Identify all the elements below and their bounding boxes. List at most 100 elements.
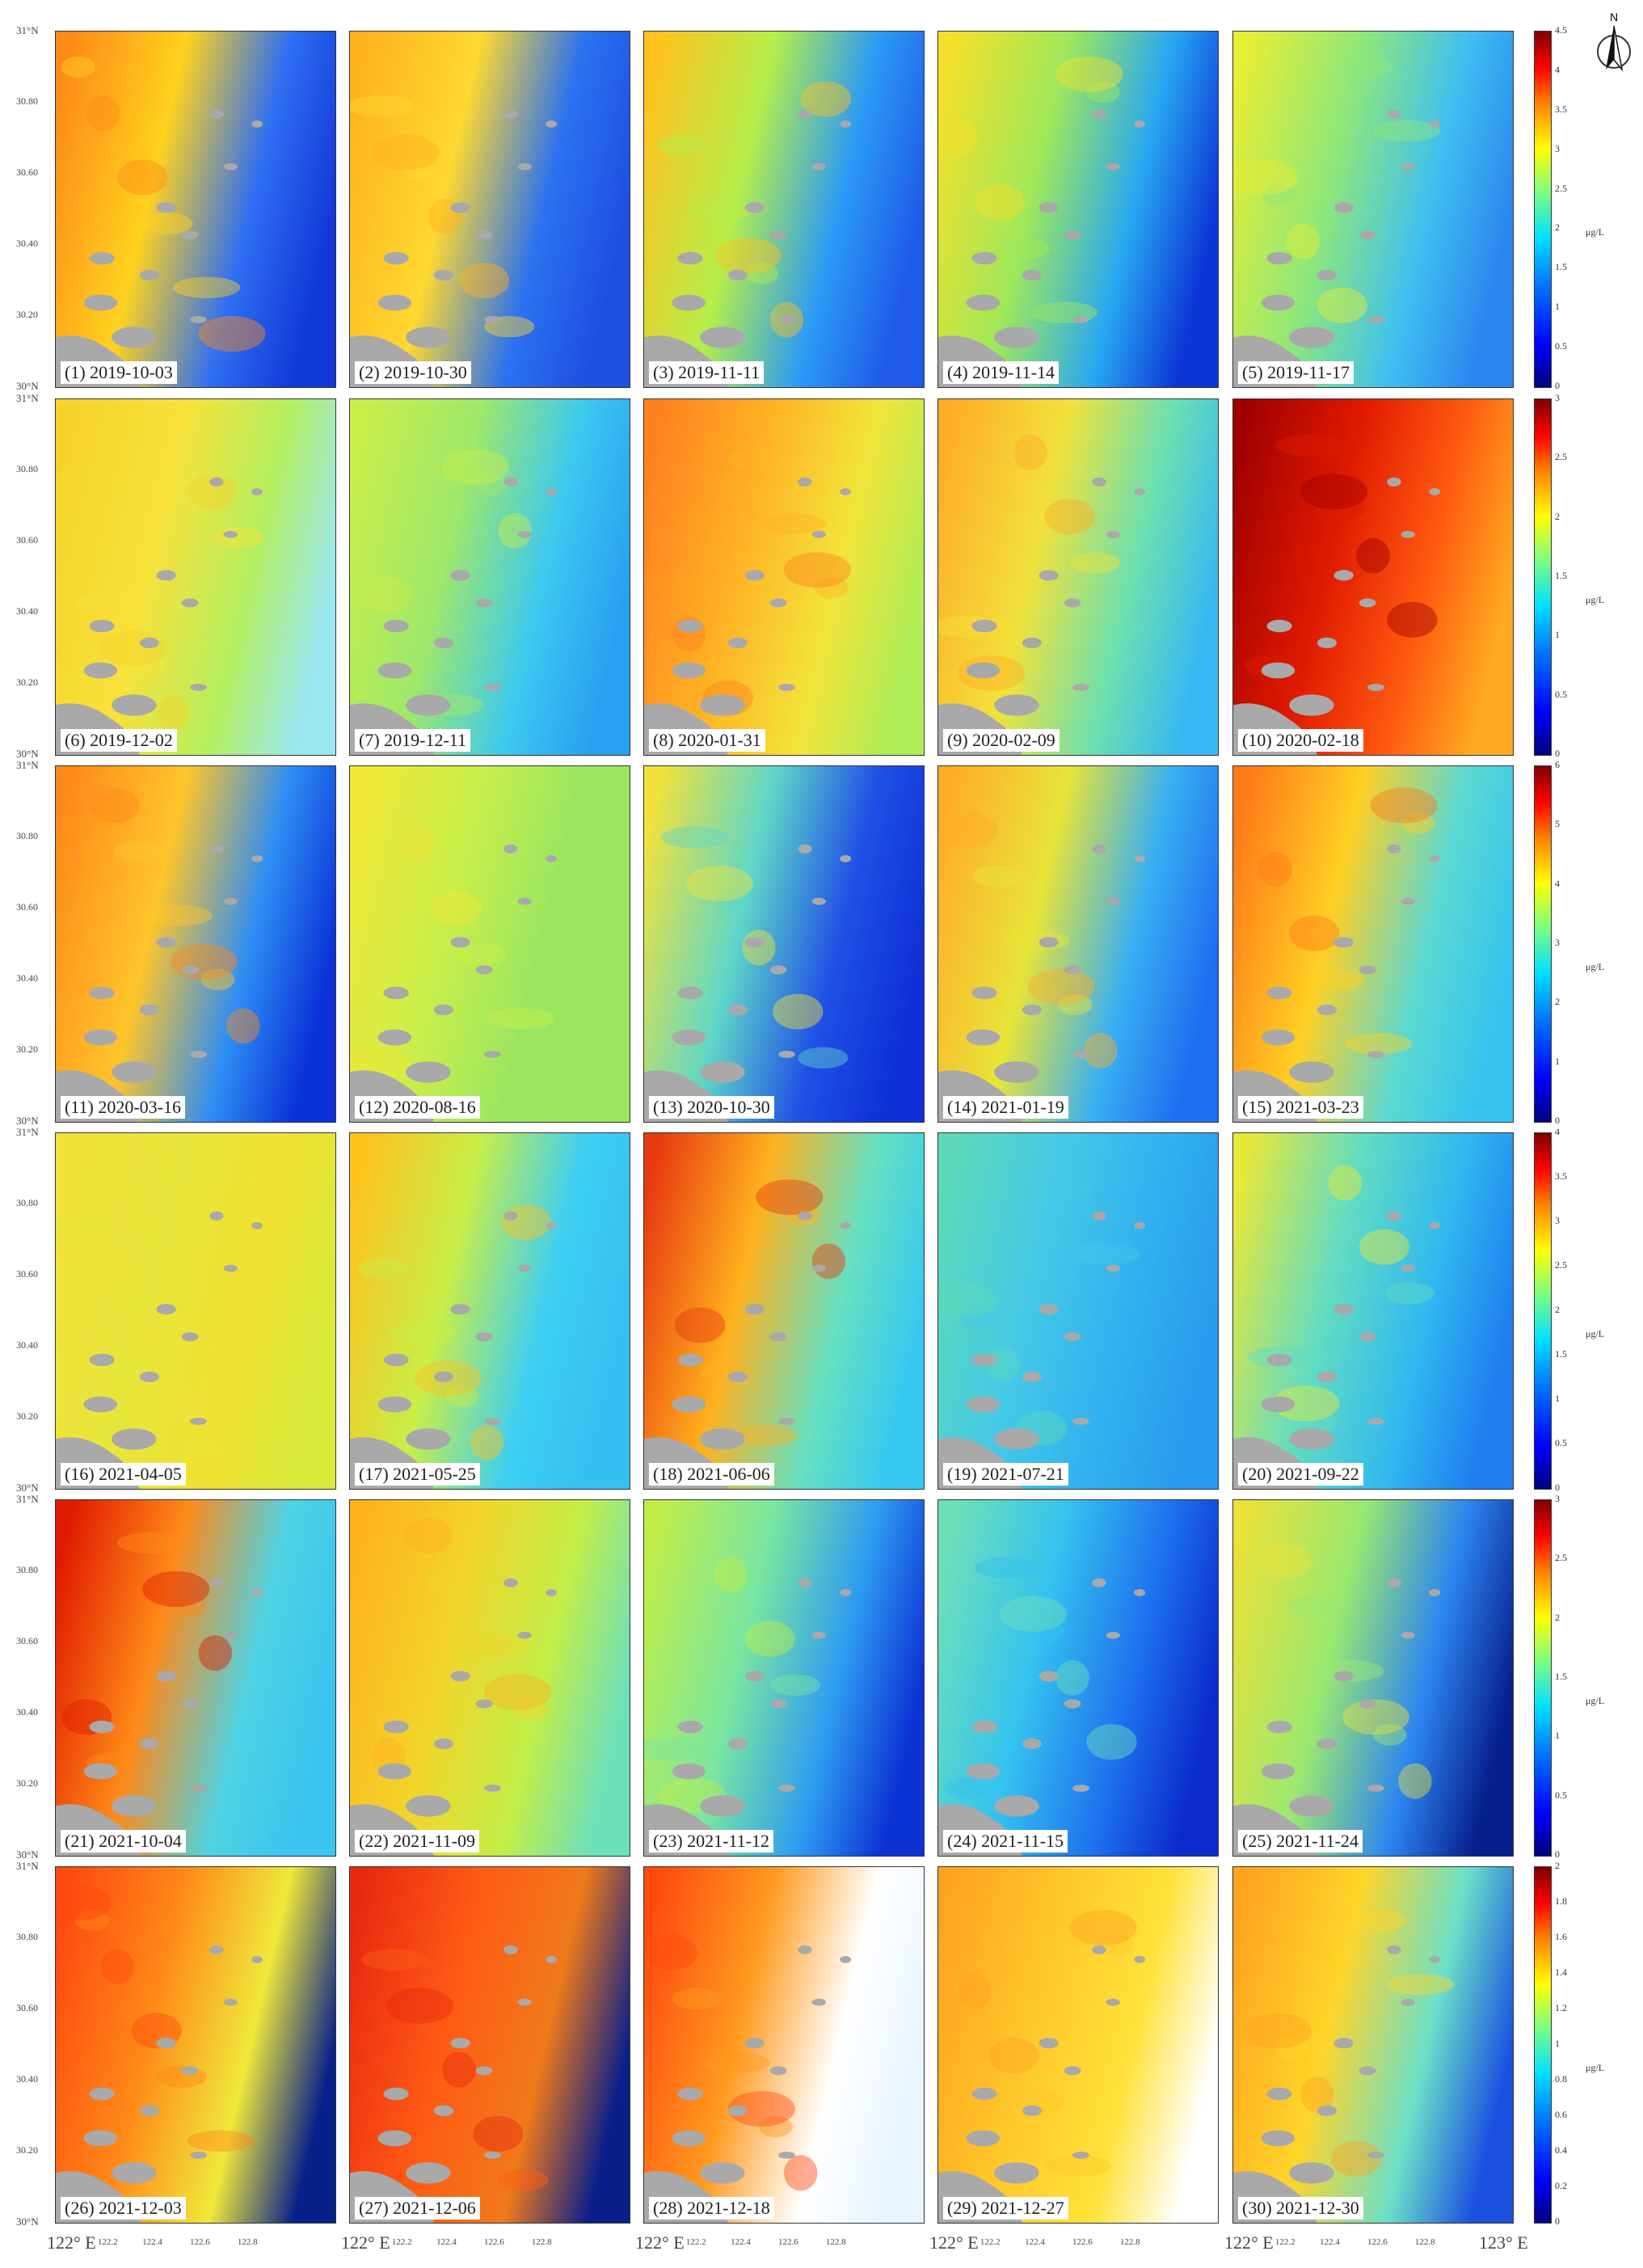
panel-date-label: (10) 2020-02-18 [1238,729,1363,752]
longitude-label: 122.4 [1025,2237,1045,2247]
map-panel: (28) 2021-12-18 [643,1866,925,2224]
panel-date-label: (20) 2021-09-22 [1238,1463,1363,1486]
chlorophyll-map [350,399,630,755]
longitude-label: 122.4 [436,2237,457,2247]
chlorophyll-map [56,32,335,387]
panel-date-label: (9) 2020-02-09 [943,729,1060,752]
colorbar-unit-label: μg/L [1586,1328,1605,1339]
panel-date-label: (19) 2021-07-21 [943,1463,1068,1486]
map-panel: (8) 2020-01-31 [643,398,925,756]
colorbar-tick-label: 1.6 [1555,1931,1567,1942]
colorbar-tick-label: 5 [1555,818,1560,830]
longitude-label: 122° E [47,2232,96,2253]
map-panel: (20) 2021-09-22 [1232,1132,1514,1490]
colorbar-tick-label: 2.5 [1555,1552,1567,1564]
panel-date-label: (8) 2020-01-31 [649,729,765,752]
latitude-label: 30°N [16,1849,39,1861]
colorbar-unit-label: μg/L [1586,1695,1605,1706]
latitude-label: 30.40 [16,972,38,984]
colorbar [1534,1499,1552,1857]
colorbar-tick-label: 3.5 [1555,1170,1567,1182]
latitude-label: 31°N [16,24,39,36]
colorbar-tick-label: 4 [1555,1126,1560,1137]
north-arrow-icon: N [1597,11,1631,72]
map-panel: (3) 2019-11-11 [643,31,925,388]
panel-date-label: (16) 2021-04-05 [61,1463,186,1486]
colorbar-tick-label: 4 [1555,877,1560,889]
colorbar-tick-label: 0.8 [1555,2073,1567,2085]
chlorophyll-map [644,1500,924,1856]
panel-date-label: (13) 2020-10-30 [649,1096,774,1119]
latitude-label: 30.60 [16,2002,38,2013]
map-panel: (19) 2021-07-21 [937,1132,1219,1490]
chlorophyll-map [938,1500,1218,1856]
latitude-label: 30.20 [16,677,38,688]
panel-date-label: (6) 2019-12-02 [61,729,177,752]
longitude-label: 122.8 [825,2237,846,2247]
map-panel: (30) 2021-12-30 [1232,1866,1514,2224]
map-panel: (14) 2021-01-19 [937,765,1219,1123]
colorbar-tick-label: 1.5 [1555,1671,1567,1682]
longitude-label: 122.4 [731,2237,751,2247]
panel-date-label: (24) 2021-11-15 [943,1830,1068,1853]
colorbar-tick-label: 3 [1555,142,1560,154]
colorbar-tick-label: 6 [1555,759,1560,770]
longitude-label: 122.2 [685,2237,706,2247]
colorbar-tick-label: 3 [1555,1493,1560,1504]
map-panel: (9) 2020-02-09 [937,398,1219,756]
colorbar-tick-label: 0.5 [1555,688,1567,700]
chlorophyll-map [350,32,630,387]
longitude-label: 122.6 [778,2237,798,2247]
panel-date-label: (14) 2021-01-19 [943,1096,1068,1119]
chlorophyll-map [350,766,630,1122]
map-panel: (4) 2019-11-14 [937,31,1219,388]
panel-date-label: (25) 2021-11-24 [1238,1830,1363,1853]
map-panel: (17) 2021-05-25 [349,1132,630,1490]
panel-date-label: (26) 2021-12-03 [61,2197,186,2220]
chlorophyll-map [56,766,335,1122]
longitude-label: 122.8 [237,2237,258,2247]
longitude-label: 122.8 [531,2237,552,2247]
longitude-label: 122.8 [1414,2237,1435,2247]
colorbar-tick-label: 2 [1555,221,1560,234]
colorbar-tick-label: 1 [1555,301,1560,313]
colorbar-tick-label: 4 [1555,63,1560,75]
latitude-label: 30.20 [16,1777,38,1789]
colorbar-tick-label: 0 [1555,2215,1560,2227]
chlorophyll-map [56,1500,335,1856]
panel-date-label: (2) 2019-10-30 [355,361,471,384]
map-panel: (27) 2021-12-06 [349,1866,630,2224]
colorbar-tick-label: 2 [1555,1611,1560,1623]
colorbar-tick-label: 2.5 [1555,451,1567,463]
colorbar-tick-label: 1 [1555,629,1560,641]
latitude-label: 30°N [16,748,39,760]
colorbar-tick-label: 1 [1555,1730,1560,1742]
colorbar-tick-label: 2 [1555,1860,1560,1871]
longitude-label: 122.6 [484,2237,504,2247]
colorbar-tick-label: 0.5 [1555,1789,1567,1801]
latitude-label: 30.60 [16,1635,38,1646]
map-panel: (21) 2021-10-04 [55,1499,336,1857]
colorbar-tick-label: 1 [1555,1055,1560,1067]
map-panel: (11) 2020-03-16 [55,765,336,1123]
longitude-end-label: 123° E [1479,2232,1528,2253]
map-panel: (26) 2021-12-03 [55,1866,336,2224]
panel-date-label: (21) 2021-10-04 [61,1830,186,1853]
colorbar-tick-label: 0.4 [1555,2144,1567,2156]
latitude-label: 30.20 [16,1043,38,1055]
latitude-label: 30°N [16,2215,39,2228]
panel-date-label: (29) 2021-12-27 [943,2197,1068,2220]
longitude-label: 122° E [635,2232,685,2253]
longitude-label: 122.6 [190,2237,210,2247]
map-panel: (13) 2020-10-30 [643,765,925,1123]
chlorophyll-map [1233,399,1513,755]
latitude-label: 30.80 [16,1197,38,1208]
chlorophyll-map [1233,1133,1513,1489]
longitude-label: 122° E [1224,2232,1274,2253]
colorbar-tick-label: 1.2 [1555,2002,1567,2013]
colorbar [1534,1132,1552,1490]
map-panel: (7) 2019-12-11 [349,398,630,756]
longitude-label: 122.2 [97,2237,118,2247]
latitude-label: 30°N [16,1482,39,1494]
north-letter: N [1610,11,1618,23]
